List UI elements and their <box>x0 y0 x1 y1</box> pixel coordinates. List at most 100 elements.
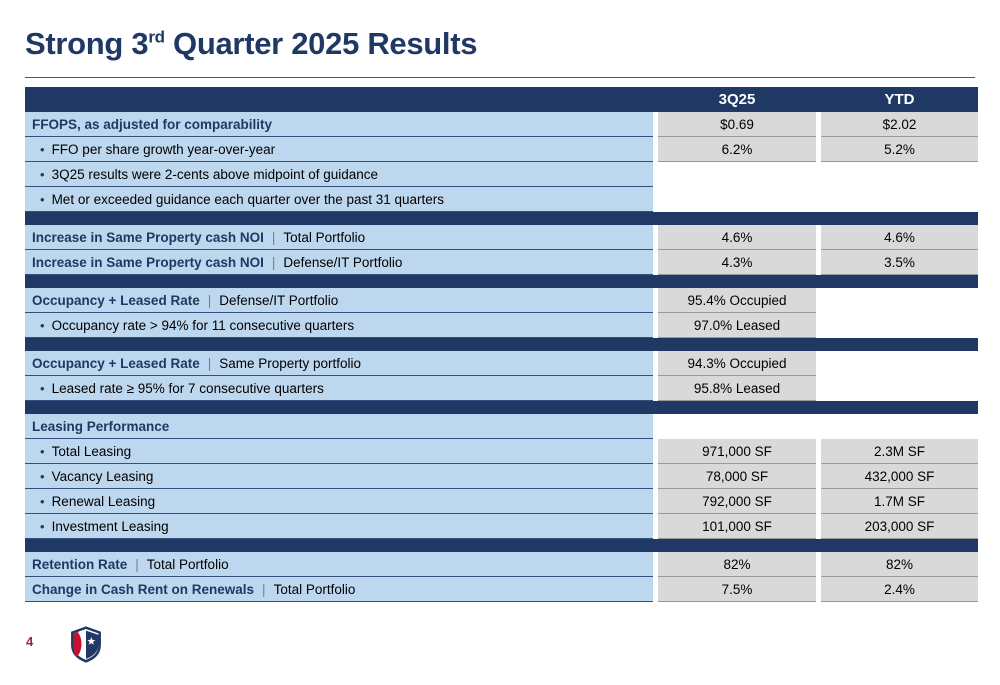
table-row: Retention Rate | Total Portfolio 82% 82% <box>25 552 978 577</box>
value-ytd: 5.2% <box>821 137 978 162</box>
row-label: • Investment Leasing <box>25 514 653 539</box>
section-separator <box>25 401 978 414</box>
value-3q25: 6.2% <box>658 137 816 162</box>
table-row: Occupancy + Leased Rate | Defense/IT Portf… <box>25 288 978 313</box>
value-ytd <box>821 313 978 338</box>
row-label-text: FFO per share growth year-over-year <box>51 141 276 157</box>
table-row: Leasing Performance <box>25 414 978 439</box>
value-3q25: $0.69 <box>658 112 816 137</box>
table-header-row: 3Q25 YTD <box>25 87 978 112</box>
row-label-text: Investment Leasing <box>51 518 169 534</box>
value-ytd <box>821 288 978 313</box>
label-divider: | <box>135 556 139 572</box>
label-divider: | <box>262 581 266 597</box>
row-label-text: Total Leasing <box>51 443 132 459</box>
value-ytd: 2.3M SF <box>821 439 978 464</box>
value-ytd: $2.02 <box>821 112 978 137</box>
value-3q25 <box>658 187 816 212</box>
value-ytd <box>821 162 978 187</box>
row-label: Increase in Same Property cash NOI | Defen… <box>25 250 653 275</box>
value-ytd: 3.5% <box>821 250 978 275</box>
row-label-text: Occupancy rate > 94% for 11 consecutive … <box>51 317 355 333</box>
row-label-text: Total Portfolio <box>146 556 229 572</box>
table-row: • Total Leasing 971,000 SF 2.3M SF <box>25 439 978 464</box>
row-label-text: Vacancy Leasing <box>51 468 154 484</box>
table-row: Occupancy + Leased Rate | Same Property po… <box>25 351 978 376</box>
label-divider: | <box>271 254 276 270</box>
value-3q25: 82% <box>658 552 816 577</box>
value-ytd: 82% <box>821 552 978 577</box>
table-row: • Renewal Leasing 792,000 SF 1.7M SF <box>25 489 978 514</box>
value-ytd <box>821 414 978 439</box>
value-3q25: 95.4% Occupied <box>658 288 816 313</box>
column-header-3q25: 3Q25 <box>718 91 756 108</box>
value-3q25: 78,000 SF <box>658 464 816 489</box>
slide-title-text-2: Quarter 2025 Results <box>164 26 478 61</box>
table-row: • Vacancy Leasing 78,000 SF 432,000 SF <box>25 464 978 489</box>
row-label-text: Total Portfolio <box>283 229 366 245</box>
column-header-ytd: YTD <box>884 91 915 108</box>
row-label-bold: Leasing Performance <box>32 418 170 434</box>
row-label: Occupancy + Leased Rate | Defense/IT Portf… <box>25 288 653 313</box>
section-separator <box>25 275 978 288</box>
value-ytd: 2.4% <box>821 577 978 602</box>
value-ytd <box>821 187 978 212</box>
title-divider-line <box>25 77 975 78</box>
table-row: • Investment Leasing 101,000 SF 203,000 SF <box>25 514 978 539</box>
bullet-icon: • <box>40 518 45 534</box>
row-label-text: Leased rate ≥ 95% for 7 consecutive quar… <box>51 380 324 396</box>
row-label-text: Met or exceeded guidance each quarter ov… <box>51 191 445 207</box>
table-row: FFOPS, as adjusted for comparability $0.6… <box>25 112 978 137</box>
table-row: Increase in Same Property cash NOI | Total… <box>25 225 978 250</box>
bullet-icon: • <box>40 317 45 333</box>
value-ytd: 1.7M SF <box>821 489 978 514</box>
row-label: Change in Cash Rent on Renewals | Total Po… <box>25 577 653 602</box>
row-label: • FFO per share growth year-over-year <box>25 137 653 162</box>
slide-title: Strong 3rd Quarter 2025 Results <box>25 26 478 62</box>
value-3q25: 7.5% <box>658 577 816 602</box>
bullet-icon: • <box>40 191 45 207</box>
value-ytd: 203,000 SF <box>821 514 978 539</box>
row-label: • Total Leasing <box>25 439 653 464</box>
bullet-icon: • <box>40 443 45 459</box>
label-divider: | <box>271 229 276 245</box>
row-label-text: Defense/IT Portfolio <box>283 254 403 270</box>
value-3q25: 95.8% Leased <box>658 376 816 401</box>
section-separator <box>25 212 978 225</box>
row-label-text: 3Q25 results were 2-cents above midpoint… <box>51 166 379 182</box>
value-3q25: 94.3% Occupied <box>658 351 816 376</box>
row-label-text: Total Portfolio <box>273 581 356 597</box>
row-label-bold: Occupancy + Leased Rate <box>32 292 200 308</box>
header-spacer <box>25 87 653 112</box>
value-ytd: 4.6% <box>821 225 978 250</box>
row-label: FFOPS, as adjusted for comparability <box>25 112 653 137</box>
value-3q25 <box>658 162 816 187</box>
row-label-text: Renewal Leasing <box>51 493 156 509</box>
value-ytd <box>821 376 978 401</box>
company-logo-icon <box>70 626 102 663</box>
row-label: Retention Rate | Total Portfolio <box>25 552 653 577</box>
value-3q25: 101,000 SF <box>658 514 816 539</box>
bullet-icon: • <box>40 468 45 484</box>
value-ytd <box>821 351 978 376</box>
table-row: • Occupancy rate > 94% for 11 consecutive… <box>25 313 978 338</box>
row-label-bold: Increase in Same Property cash NOI <box>32 229 264 245</box>
row-label-bold: Retention Rate <box>32 556 128 572</box>
row-label: • Leased rate ≥ 95% for 7 consecutive qua… <box>25 376 653 401</box>
table-row: • Met or exceeded guidance each quarter o… <box>25 187 978 212</box>
label-divider: | <box>207 292 212 308</box>
bullet-icon: • <box>40 493 45 509</box>
row-label-bold: Occupancy + Leased Rate <box>32 355 200 371</box>
results-table: 3Q25 YTD FFOPS, as adjusted for comparabil… <box>25 87 978 602</box>
slide-title-text-1: Strong 3 <box>25 26 149 61</box>
row-label: • 3Q25 results were 2-cents above midpoin… <box>25 162 653 187</box>
table-row: Change in Cash Rent on Renewals | Total Po… <box>25 577 978 602</box>
page-number: 4 <box>26 634 34 649</box>
row-label: Leasing Performance <box>25 414 653 439</box>
row-label: • Occupancy rate > 94% for 11 consecutive… <box>25 313 653 338</box>
row-label-text: Same Property portfolio <box>219 355 362 371</box>
row-label: Occupancy + Leased Rate | Same Property po… <box>25 351 653 376</box>
value-3q25: 792,000 SF <box>658 489 816 514</box>
slide-title-superscript: rd <box>148 27 165 47</box>
